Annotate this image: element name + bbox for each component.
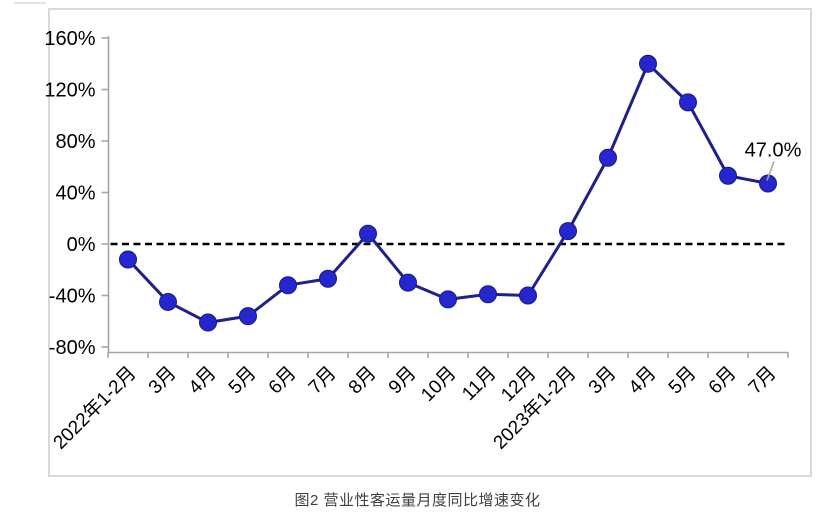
data-point: [559, 222, 577, 241]
x-tick-label: 5月: [225, 363, 261, 399]
x-tick-label: 5月: [665, 363, 701, 399]
data-point: [359, 224, 377, 243]
data-point: [599, 148, 617, 167]
annotation-leader-line: [766, 161, 775, 181]
x-tick-label: 3月: [585, 363, 621, 399]
x-tick-label: 6月: [265, 363, 301, 399]
y-tick-label: 120%: [44, 80, 95, 102]
x-tick-label: 3月: [145, 363, 181, 399]
data-point: [279, 276, 297, 295]
top-left-artifact-line: [14, 2, 46, 4]
data-point: [119, 250, 137, 269]
chart-frame: [48, 8, 812, 477]
data-point: [159, 292, 177, 311]
y-tick-label: -40%: [49, 286, 96, 308]
x-tick-label: 7月: [745, 363, 781, 399]
x-tick-label: 6月: [705, 363, 741, 399]
data-point: [519, 286, 537, 305]
x-tick-label: 4月: [185, 363, 221, 399]
y-tick-label: -80%: [49, 337, 96, 359]
y-tick-label: 160%: [44, 28, 95, 50]
y-tick-label: 0%: [67, 234, 96, 256]
data-point: [719, 166, 737, 185]
data-point: [319, 269, 337, 288]
data-point: [679, 93, 697, 112]
series-line: [126, 62, 770, 325]
data-point: [439, 290, 457, 309]
x-tick-label: 2022年1-2月: [49, 362, 141, 454]
data-point: [479, 285, 497, 304]
y-tick-label: 80%: [55, 131, 95, 153]
chart-caption: 图2 营业性客运量月度同比增速变化: [294, 492, 541, 509]
data-point: [639, 54, 657, 73]
data-point: [759, 174, 777, 193]
y-tick-label: 40%: [55, 183, 95, 205]
x-tick-label: 4月: [625, 363, 661, 399]
data-point: [199, 313, 217, 332]
annotation-label: 47.0%: [745, 139, 802, 161]
data-point: [239, 307, 257, 326]
x-tick-label: 10月: [417, 363, 460, 406]
x-tick-label: 7月: [305, 363, 341, 399]
data-point: [399, 273, 417, 292]
x-tick-label: 9月: [385, 363, 421, 399]
x-tick-label: 8月: [345, 363, 381, 399]
x-tick-label: 11月: [458, 363, 500, 405]
